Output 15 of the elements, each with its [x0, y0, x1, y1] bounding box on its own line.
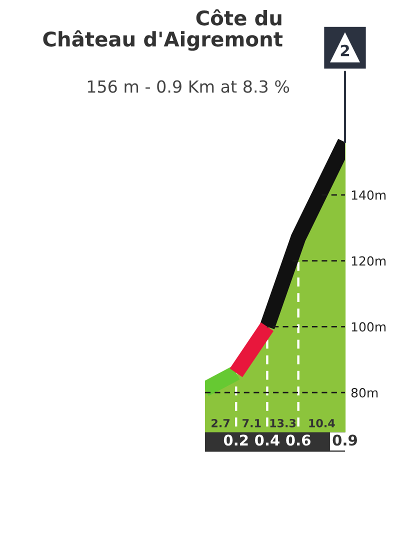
- annotation: 2: [340, 44, 349, 56]
- chart-subtitle: 156 m - 0.9 Km at 8.3 %: [88, 80, 290, 93]
- x-tick-label: 0.9: [332, 434, 357, 446]
- annotation: 10.4: [309, 418, 335, 428]
- annotation: 2.7: [212, 418, 230, 428]
- x-tick-label: 0.6: [286, 434, 310, 446]
- y-tick-label: 140m: [352, 190, 386, 200]
- annotation: 13.3: [270, 418, 296, 428]
- annotation: 7.1: [242, 419, 261, 428]
- chart-title: Côte du Château d'Aigremont: [43, 9, 283, 51]
- x-tick-label: 0.4: [255, 434, 280, 446]
- y-tick-label: 120m: [352, 256, 386, 266]
- y-tick-label: 80m: [351, 388, 378, 398]
- x-tick-label: 0.2: [224, 434, 248, 446]
- y-tick-label: 100m: [352, 322, 386, 332]
